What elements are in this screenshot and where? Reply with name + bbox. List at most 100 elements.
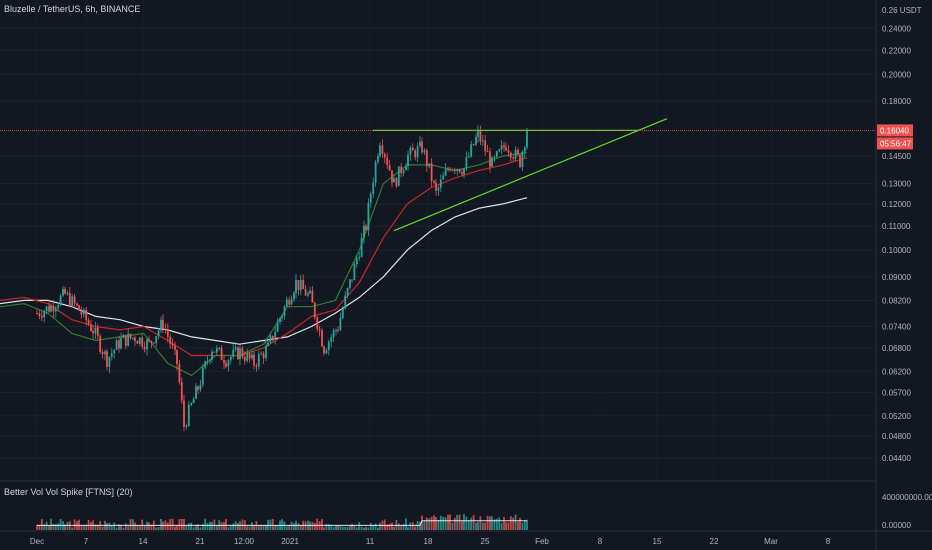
volume-bar — [220, 522, 223, 530]
candle-body — [325, 350, 328, 354]
volume-bar — [402, 523, 405, 530]
candle-body — [82, 309, 85, 315]
volume-bar — [129, 519, 132, 530]
candle-body — [78, 305, 80, 311]
candle-body — [304, 289, 307, 296]
volume-bar — [489, 516, 491, 530]
volume-bar — [43, 524, 46, 530]
volume-bar — [414, 526, 417, 530]
volume-bar — [458, 514, 461, 530]
volume-bar — [274, 525, 277, 530]
candle-body — [419, 141, 421, 147]
candle-body — [365, 225, 367, 231]
candle-body — [122, 334, 125, 339]
volume-bar — [115, 527, 118, 530]
y-tick-label: 0.07400 — [882, 322, 911, 331]
volume-bar — [143, 526, 146, 530]
countdown-label: 05:56:47 — [880, 139, 912, 148]
candle-body — [276, 321, 279, 332]
volume-bar — [227, 527, 230, 530]
candle-body — [428, 163, 431, 167]
volume-bar — [423, 520, 426, 530]
candle-body — [94, 327, 97, 334]
volume-bar — [346, 526, 349, 530]
volume-bar — [467, 521, 470, 530]
volume-bar — [491, 516, 493, 530]
volume-bar — [519, 518, 521, 530]
currency-label: 0.26 USDT — [882, 6, 922, 15]
candle-body — [519, 154, 521, 168]
candle-body — [213, 351, 216, 353]
y-tick-label: 0.08200 — [882, 296, 911, 305]
candle-body — [178, 364, 181, 383]
candle-body — [152, 342, 155, 344]
volume-bar — [113, 522, 116, 530]
volume-bar — [229, 525, 232, 530]
volume-bar — [136, 526, 139, 530]
candle-body — [461, 172, 463, 175]
volume-bar — [339, 526, 342, 530]
candle-body — [180, 382, 183, 401]
volume-bar — [311, 521, 314, 530]
candle-body — [120, 338, 122, 349]
candle-body — [127, 333, 130, 346]
volume-bar — [232, 523, 235, 530]
candle-body — [444, 169, 447, 176]
volume-bar — [344, 526, 347, 530]
candle-body — [339, 317, 342, 331]
volume-bar — [148, 522, 150, 530]
candle-body — [166, 329, 169, 337]
volume-bar — [428, 518, 431, 530]
x-tick-label: 12:00 — [234, 537, 255, 546]
x-tick-label: Dec — [30, 537, 44, 546]
volume-bar — [503, 516, 505, 530]
volume-bar — [80, 526, 83, 530]
candle-body — [360, 237, 363, 257]
candle-body — [45, 306, 48, 312]
volume-bar — [174, 526, 176, 530]
volume-bar — [253, 525, 255, 530]
candle-body — [374, 161, 377, 183]
candle-body — [372, 182, 375, 195]
volume-bar — [66, 521, 69, 530]
candle-body — [512, 157, 515, 159]
volume-bar — [180, 518, 183, 530]
volume-bar — [213, 519, 216, 530]
candle-body — [430, 163, 433, 181]
volume-bar — [195, 525, 197, 530]
candle-body — [369, 194, 372, 203]
candle-body — [204, 361, 207, 368]
volume-tick-label: 400000000.00000 — [882, 493, 932, 502]
candle-body — [279, 318, 281, 322]
candle-body — [174, 345, 176, 350]
volume-bar — [110, 525, 113, 530]
volume-bar — [96, 524, 99, 530]
volume-bar — [209, 521, 211, 530]
candle-body — [472, 144, 475, 146]
candle-body — [192, 399, 195, 404]
candle-body — [500, 145, 503, 150]
candle-body — [237, 347, 239, 360]
candle-body — [269, 335, 272, 343]
candle-body — [76, 303, 78, 306]
volume-bar — [73, 519, 76, 530]
candle-body — [146, 339, 148, 350]
candle-body — [465, 157, 468, 169]
candle-body — [195, 386, 197, 400]
volume-ma-line — [37, 520, 527, 526]
candle-body — [96, 327, 99, 336]
volume-bar — [127, 526, 130, 530]
candle-body — [239, 348, 241, 360]
candle-body — [458, 169, 461, 173]
volume-bar — [323, 527, 325, 530]
candle-body — [87, 320, 90, 325]
candle-body — [64, 288, 66, 294]
candle-body — [437, 187, 440, 191]
volume-bar — [498, 517, 501, 530]
candle-body — [299, 280, 302, 291]
volume-bar — [134, 522, 136, 530]
candle-body — [265, 346, 267, 359]
candle-body — [423, 150, 426, 153]
last-price-label: 0.16040 — [880, 126, 909, 135]
volume-bar — [433, 515, 435, 530]
